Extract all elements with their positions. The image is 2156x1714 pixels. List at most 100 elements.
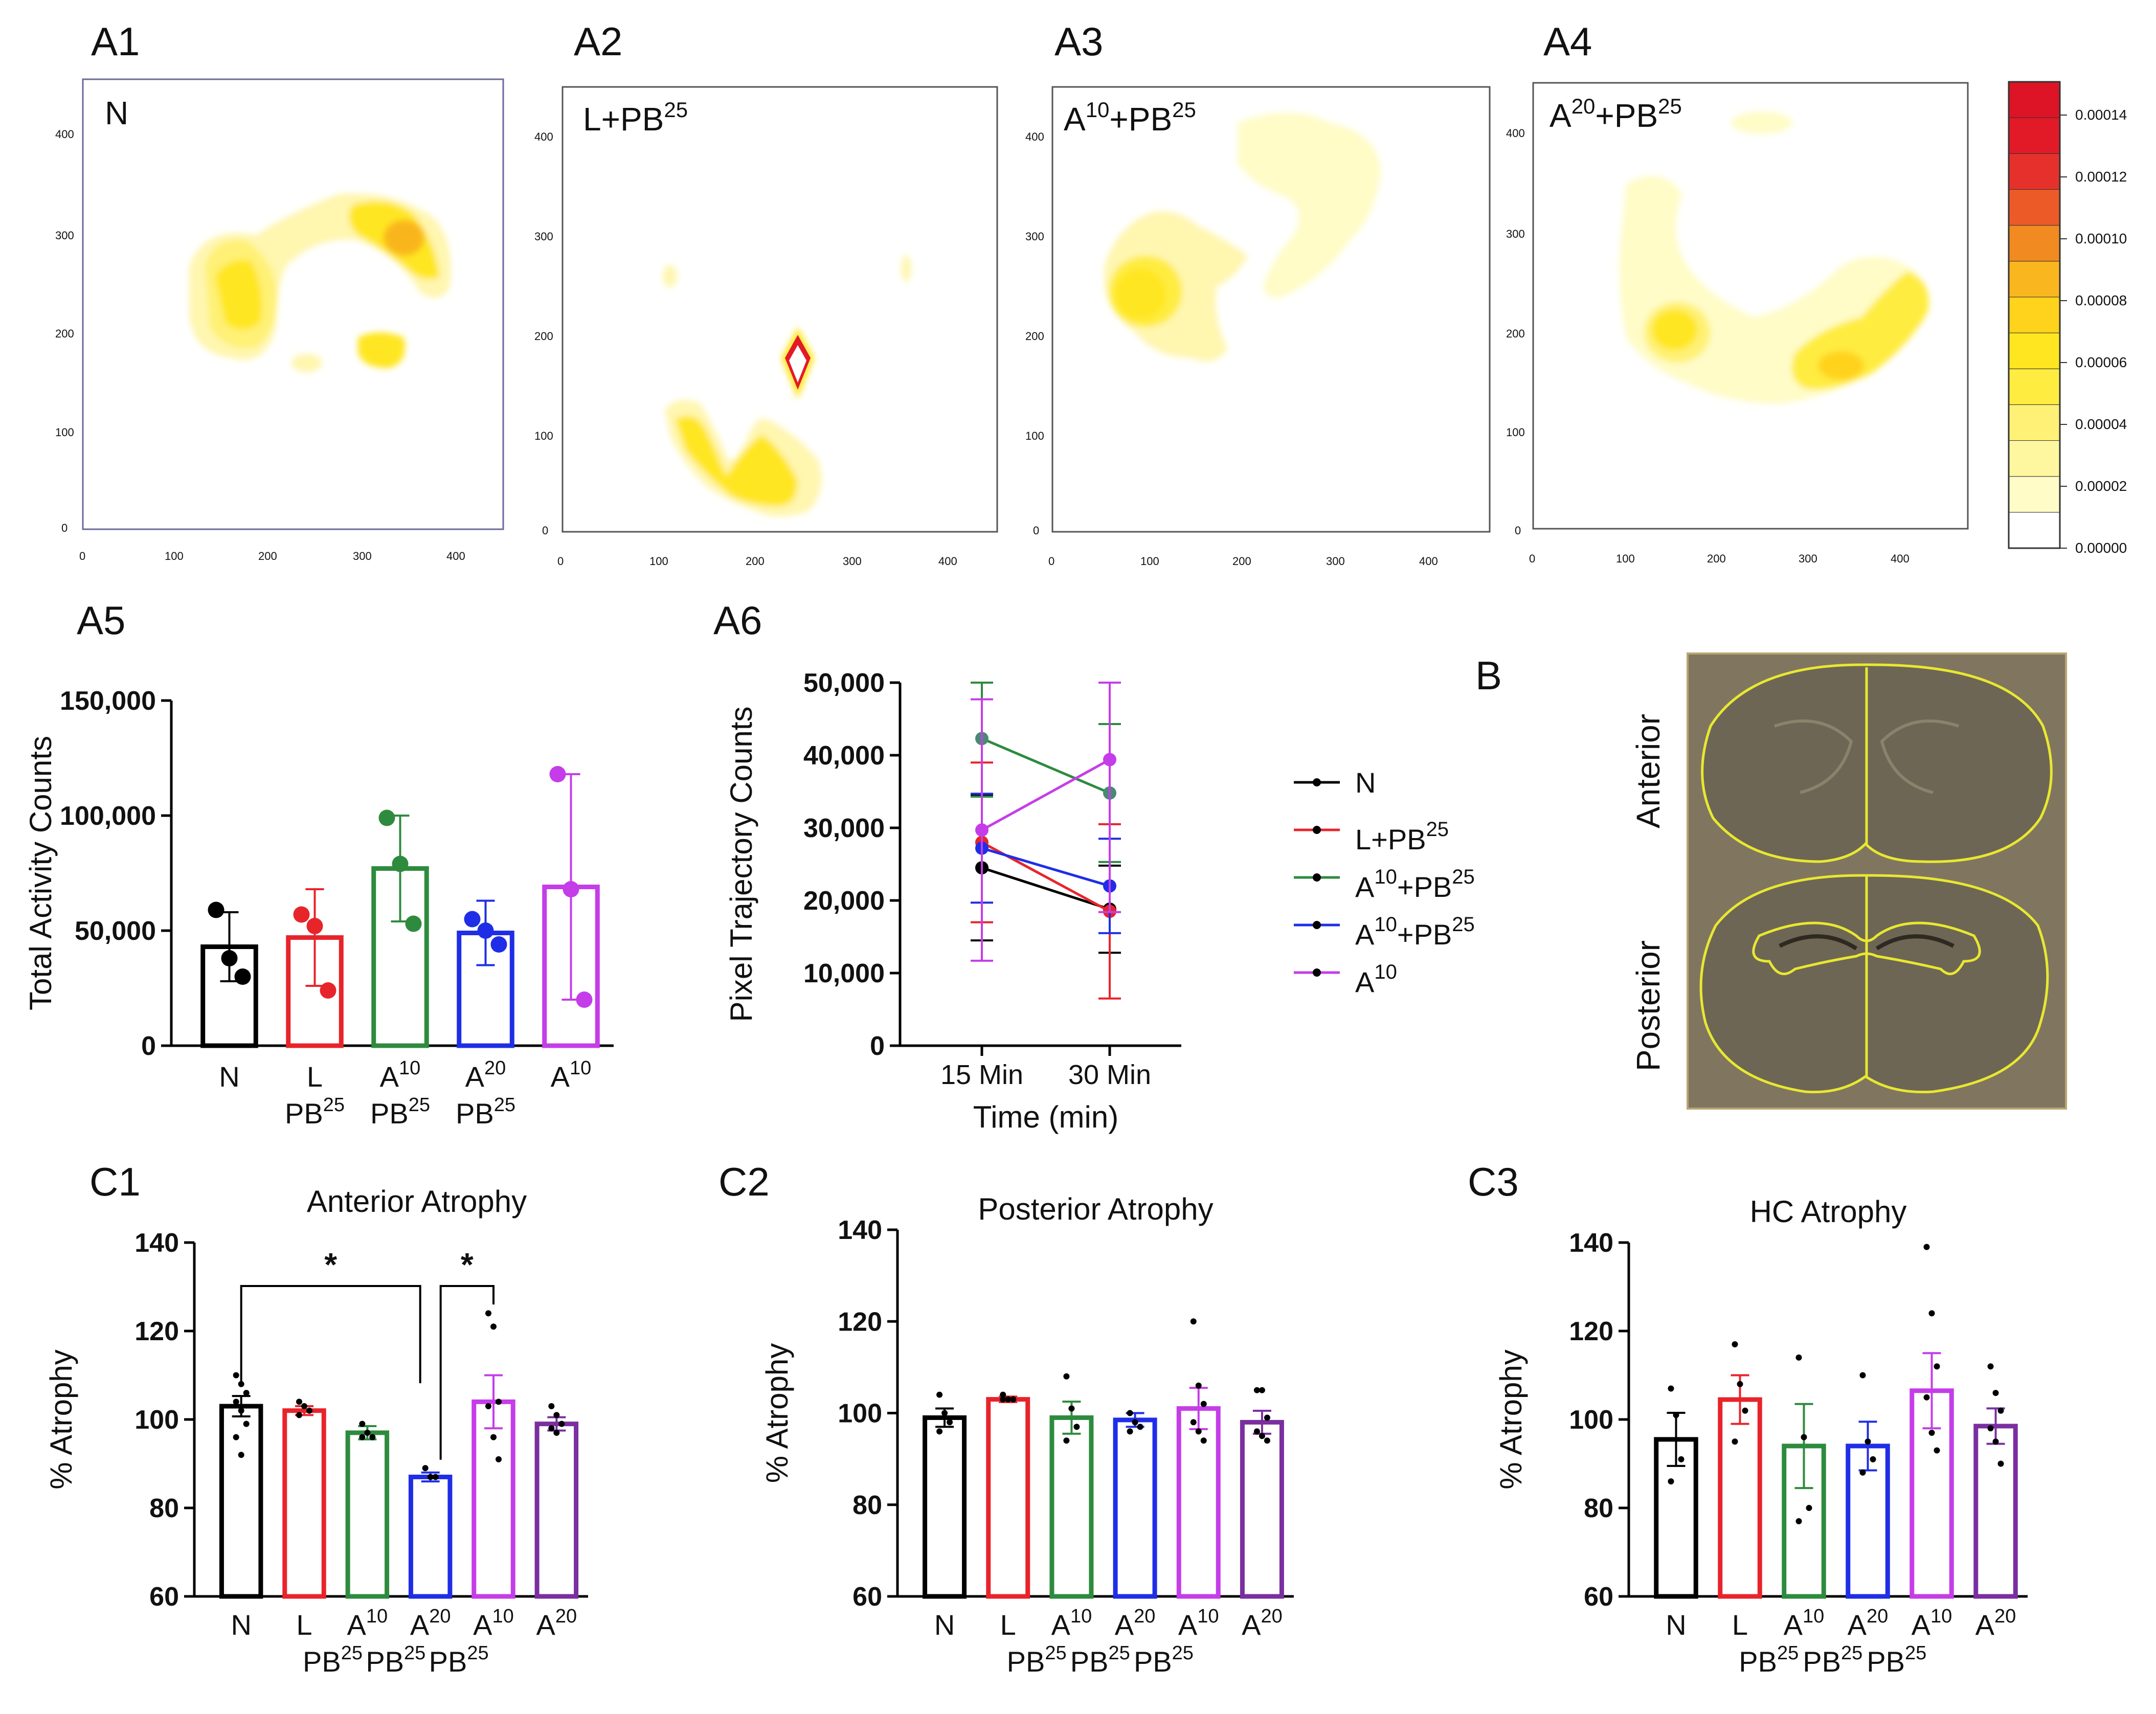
legend-marker	[1313, 873, 1321, 882]
x-tick-label: A10	[1784, 1606, 1825, 1641]
data-point	[243, 1420, 250, 1427]
x-tick-label-line2-sup: 25	[323, 1094, 345, 1116]
svg-text:400: 400	[1891, 552, 1910, 565]
panel-label-a2: A2	[574, 19, 622, 64]
chart-c2: C2 Posterior Atrophy 60 80 100 120 140 % Atroph…	[718, 1159, 1294, 1678]
x-tick-label: N	[219, 1061, 239, 1093]
svg-text:100: 100	[55, 426, 74, 439]
x-tick-label-line2-sup: 25	[1172, 1642, 1194, 1664]
heatmap-group-a3: A10+PB25	[1064, 98, 1196, 138]
data-point	[553, 1429, 560, 1436]
data-point	[238, 1452, 244, 1458]
y-tick-label: 20,000	[803, 886, 885, 916]
data-point	[563, 881, 579, 897]
colorbar-step	[2008, 117, 2060, 154]
chart-title: Posterior Atrophy	[978, 1192, 1213, 1226]
y-tick-label: 0	[141, 1031, 156, 1061]
data-point	[1859, 1372, 1866, 1379]
svg-text:400: 400	[1506, 127, 1525, 140]
data-point	[1678, 1456, 1685, 1462]
svg-text:300: 300	[843, 555, 862, 568]
x-tick-label: 30 Min	[1068, 1059, 1151, 1090]
legend-label-main2: +PB	[1397, 871, 1452, 903]
svg-text:0: 0	[61, 522, 68, 534]
data-point	[1732, 1341, 1738, 1347]
x-tick-label-sup: 20	[429, 1606, 451, 1627]
x-tick-label-line2: PB25	[303, 1642, 363, 1678]
y-tick-label: 100	[838, 1399, 882, 1429]
data-point	[1795, 1354, 1802, 1361]
heatmap-axis-a2: 0 100 200 300 400 0 100 200 300 400	[534, 130, 957, 568]
x-tick-label-line2: PB25	[456, 1094, 515, 1130]
data-point	[1934, 1363, 1940, 1370]
data-point	[1668, 1478, 1674, 1485]
x-tick-label-line2-main: PB	[429, 1645, 467, 1678]
data-point	[941, 1410, 948, 1416]
svg-text:100: 100	[165, 550, 184, 562]
data-point	[306, 1407, 312, 1414]
x-tick-label-main: A	[1242, 1609, 1261, 1641]
heatmap-blobs-a1	[189, 193, 451, 372]
data-point	[1190, 1318, 1197, 1325]
x-tick-label: N	[934, 1609, 955, 1641]
x-tick-label-main: N	[231, 1609, 251, 1641]
x-tick-label: A20	[1242, 1606, 1283, 1641]
bar	[1718, 1397, 1762, 1599]
colorbar-frame	[2008, 81, 2061, 549]
svg-text:200: 200	[1025, 330, 1044, 343]
svg-text:200: 200	[534, 330, 553, 343]
data-point	[1200, 1437, 1207, 1444]
x-tick-label-line2-sup: 25	[404, 1642, 425, 1664]
y-tick-label: 140	[134, 1228, 179, 1258]
data-point	[392, 855, 409, 872]
data-point	[1195, 1428, 1202, 1435]
svg-text:400: 400	[534, 130, 553, 143]
data-point	[1923, 1394, 1930, 1401]
heatmap-a4: A4 A20+PB25 0 100 200 300 400 0 100 200	[1506, 19, 1969, 565]
x-tick-label-sup: 20	[1994, 1606, 2016, 1627]
heatmap-frame-a1	[82, 78, 504, 530]
data-point	[296, 1412, 302, 1418]
x-tick-label-line2: PB25	[1739, 1642, 1799, 1678]
data-point	[477, 922, 494, 939]
x-tick-label-line2-main: PB	[1134, 1645, 1172, 1678]
panel-label-a1: A1	[91, 19, 140, 64]
data-point	[359, 1420, 366, 1427]
data-point	[936, 1391, 943, 1398]
x-tick-label-sup: 10	[399, 1057, 420, 1079]
svg-text:200: 200	[746, 555, 765, 568]
x-tick-label: A10	[347, 1606, 388, 1641]
data-point	[1259, 1387, 1265, 1393]
chart-title: HC Atrophy	[1750, 1194, 1907, 1229]
x-tick-label-sup: 10	[492, 1606, 514, 1627]
data-point	[548, 1425, 555, 1432]
x-tick-label: A20	[536, 1606, 577, 1641]
colorbar-step	[2008, 368, 2060, 405]
svg-text:100: 100	[1025, 430, 1044, 442]
series-point	[975, 823, 989, 837]
panel-label-c2: C2	[718, 1159, 770, 1204]
x-tick-label-main: A	[1051, 1609, 1071, 1641]
x-tick-label-line2: PB25	[429, 1642, 489, 1678]
svg-text:0: 0	[1529, 552, 1535, 565]
legend-label-sup2: 25	[1452, 866, 1475, 888]
data-point	[1923, 1244, 1930, 1250]
x-tick-label: A20	[465, 1057, 506, 1093]
x-tick-label-main: A	[410, 1609, 430, 1641]
svg-text:200: 200	[1707, 552, 1726, 565]
colorbar-label: 0.00014	[2075, 107, 2127, 123]
data-point	[1801, 1434, 1807, 1440]
heatmap-axis-a3: 0 100 200 300 400 0 100 200 300 400	[1025, 130, 1438, 568]
y-tick-label: 30,000	[803, 814, 885, 843]
heatmap-panels: A1 N 0 100 200 300 400 0 100 200	[55, 19, 2127, 568]
svg-text:400: 400	[55, 128, 74, 141]
x-tick-label-line2-sup: 25	[467, 1642, 488, 1664]
x-tick-label-line2-sup: 25	[494, 1094, 515, 1116]
heatmap-group-a1: N	[105, 95, 128, 131]
significance-bracket	[240, 1285, 421, 1384]
data-point	[234, 968, 251, 985]
data-point	[1063, 1373, 1070, 1380]
bar	[923, 1415, 967, 1599]
x-tick-label-line2-sup: 25	[1109, 1642, 1130, 1664]
